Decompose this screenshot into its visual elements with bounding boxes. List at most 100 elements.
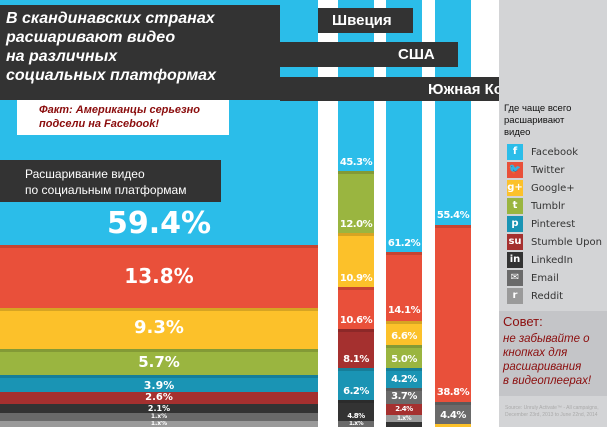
data-label: 1.x% xyxy=(150,413,168,420)
fact-line: Факт: Американцы серьезно xyxy=(39,104,201,116)
bar-segment-linkedin: 4.8% xyxy=(338,400,374,421)
bar-segment-email: 1.x% xyxy=(338,421,374,427)
legend-item-reddit: r Reddit xyxy=(507,287,602,305)
tip-line: в видеоплеерах! xyxy=(503,375,592,387)
data-label: 2.6% xyxy=(145,392,173,403)
data-label: 3.9% xyxy=(143,379,175,392)
legend-label: Facebook xyxy=(531,146,578,158)
tip-line: не забывайте о xyxy=(503,333,590,345)
data-label: 10.9% xyxy=(339,273,373,284)
bar-segment-tumblr: 5.7% xyxy=(0,349,318,375)
legend-label: Reddit xyxy=(531,290,564,302)
bar-segment-twitter: 10.6% xyxy=(338,287,374,329)
heading-line: Расшаривание видео xyxy=(25,167,145,181)
legend-item-stumble: su Stumble Upon xyxy=(507,233,602,251)
band xyxy=(280,42,374,67)
data-label: 45.3% xyxy=(339,157,373,168)
twitter-icon: 🐦 xyxy=(507,162,523,178)
data-label: 10.6% xyxy=(339,315,373,326)
legend-item-pinterest: p Pinterest xyxy=(507,215,602,233)
legend-label: Google+ xyxy=(531,182,575,194)
legend-title-line: видео xyxy=(504,127,531,138)
legend-item-email: ✉ Email xyxy=(507,269,602,287)
bar-segment-email: 4.4% xyxy=(435,402,471,424)
tip-box: Совет: не забывайте о кнопках для расшар… xyxy=(499,311,607,396)
data-label: 55.4% xyxy=(436,210,470,221)
bar-segment-twitter: 14.1% xyxy=(386,252,422,321)
bar-segment-stumble: 2.6% xyxy=(0,392,318,404)
legend-title: Где чаще всего расшаривают видео xyxy=(504,103,571,139)
google-icon: g+ xyxy=(507,180,523,196)
bar-segment-facebook: 55.4% xyxy=(435,0,471,225)
bar-segment-stumble: 2.4% xyxy=(386,404,422,415)
korea-bar: 55.4% 38.8% 4.4% xyxy=(435,0,471,427)
title-line: В скандинавских странах xyxy=(6,10,215,27)
bar-segment-reddit: 1.x% xyxy=(0,421,318,427)
legend-panel: Где чаще всего расшаривают видео f Facebo… xyxy=(499,0,607,427)
source-line: December 23rd, 2013 to June 22nd, 2014 xyxy=(505,412,598,418)
data-label: 6.2% xyxy=(343,386,369,397)
data-label: 4.8% xyxy=(347,412,365,420)
band xyxy=(280,77,422,101)
legend-item-facebook: f Facebook xyxy=(507,143,602,161)
pinterest-icon: p xyxy=(507,216,523,232)
legend-title-line: расшаривают xyxy=(504,115,565,126)
title-line: на различных xyxy=(6,48,118,65)
bar-segment-google: 9.3% xyxy=(0,308,318,349)
data-label: 1.x% xyxy=(396,415,412,422)
bar-segment-twitter: 38.8% xyxy=(435,225,471,402)
data-label: 5.7% xyxy=(138,353,180,371)
legend-label: Pinterest xyxy=(531,218,576,230)
stumble-icon: su xyxy=(507,234,523,250)
data-label: 2.1% xyxy=(147,404,171,413)
legend-label: Email xyxy=(531,272,559,284)
bar-segment-email: 1.x% xyxy=(0,413,318,421)
fact-box: Факт: Американцы серьезно подсели на Fac… xyxy=(17,100,229,135)
data-label: 1.x% xyxy=(150,421,168,427)
bar-segment-twitter: 13.8% xyxy=(0,245,318,308)
bar-segment-tumblr: 12.0% xyxy=(338,171,374,233)
legend-item-twitter: 🐦 Twitter xyxy=(507,161,602,179)
data-label: 2.4% xyxy=(395,405,413,413)
bar-segment-linkedin: 2.1% xyxy=(0,404,318,413)
legend-label: Tumblr xyxy=(531,200,565,212)
data-label: 9.3% xyxy=(134,317,184,338)
country-label-usa: США xyxy=(374,42,458,67)
chart-heading: Расшаривание видео по социальным платфор… xyxy=(0,160,221,202)
data-label: 13.8% xyxy=(124,264,194,288)
tip-heading: Совет: xyxy=(503,314,543,329)
legend-item-tumblr: t Tumblr xyxy=(507,197,602,215)
facebook-icon: f xyxy=(507,144,523,160)
heading-line: по социальным платформам xyxy=(25,183,187,197)
data-label: 61.2% xyxy=(387,238,421,249)
fact-line: подсели на Facebook! xyxy=(39,118,160,130)
data-label: 38.8% xyxy=(436,387,470,398)
data-label: 6.6% xyxy=(391,331,417,342)
data-label: 5.0% xyxy=(391,354,417,365)
bar-segment-facebook: 61.2% xyxy=(386,0,422,252)
data-label: 4.2% xyxy=(391,374,417,385)
data-label: 4.4% xyxy=(440,410,466,421)
legend-label: Twitter xyxy=(531,164,565,176)
data-label: 59.4% xyxy=(106,206,212,241)
data-label: 8.1% xyxy=(343,354,369,365)
tumblr-icon: t xyxy=(507,198,523,214)
bar-segment-google: 10.9% xyxy=(338,233,374,287)
title-line: расшаривают видео xyxy=(6,29,176,46)
bar-segment-reddit: 1.x% xyxy=(386,415,422,422)
bar-segment-pinterest: 4.2% xyxy=(386,368,422,388)
data-label: 1.x% xyxy=(348,421,364,427)
bar-segment-pinterest: 3.9% xyxy=(0,375,318,392)
bar-segment-google: 6.6% xyxy=(386,321,422,345)
title-line: социальных платформах xyxy=(6,67,216,84)
linkedin-icon: in xyxy=(507,252,523,268)
data-label: 3.7% xyxy=(391,391,417,402)
bar-segment-google xyxy=(435,424,471,427)
data-label: 12.0% xyxy=(339,219,373,230)
country-label-sweden: Швеция xyxy=(318,8,413,33)
tip-line: расшаривания xyxy=(503,361,582,373)
bar-segment-pinterest: 6.2% xyxy=(338,368,374,400)
email-icon: ✉ xyxy=(507,270,523,286)
data-label: 14.1% xyxy=(387,305,421,316)
legend-item-linkedin: in LinkedIn xyxy=(507,251,602,269)
